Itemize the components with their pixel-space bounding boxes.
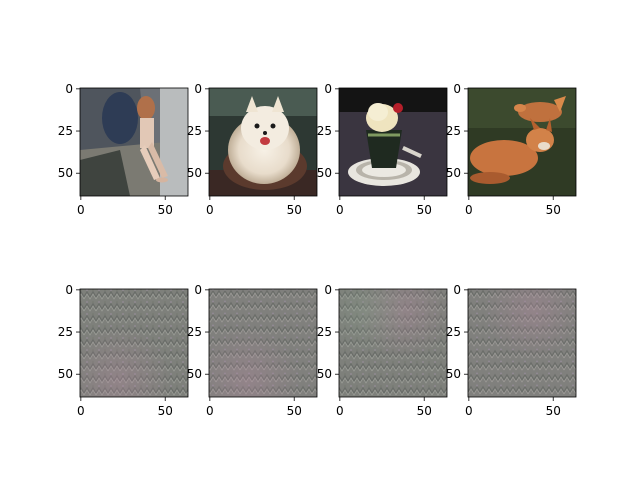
x-tick-label-6-1: 50 — [417, 404, 432, 418]
y-tick-label-2-0: 0 — [324, 82, 332, 96]
y-tick-label-3-0: 0 — [453, 82, 461, 96]
x-tick-label-3-1: 50 — [546, 203, 561, 217]
y-tick-label-4-0: 0 — [65, 283, 73, 297]
y-tick-label-1-1: 25 — [187, 124, 202, 138]
y-tick-label-7-2: 50 — [446, 367, 461, 381]
x-tick-label-1-1: 50 — [287, 203, 302, 217]
x-tick-label-2-1: 50 — [417, 203, 432, 217]
y-tick-label-0-1: 25 — [58, 124, 73, 138]
y-tick-label-3-2: 50 — [446, 166, 461, 180]
axes-frame-0 — [79, 87, 189, 197]
axes-frame-3 — [467, 87, 577, 197]
y-tick-label-0-2: 50 — [58, 166, 73, 180]
y-tick-label-5-2: 50 — [187, 367, 202, 381]
x-tick-label-4-0: 0 — [77, 404, 85, 418]
x-tick-label-3-0: 0 — [465, 203, 473, 217]
tick-layer: 0 50 0 25 50 0 50 0 25 50 0 50 0 25 50 0 50 0 25 50 0 50 0 25 50… — [58, 82, 561, 418]
y-tick-label-5-1: 25 — [187, 325, 202, 339]
image-panel-3 — [468, 88, 576, 196]
y-tick-label-3-1: 25 — [446, 124, 461, 138]
y-tick-label-0-0: 0 — [65, 82, 73, 96]
axes-frame-7 — [467, 288, 577, 398]
y-tick-label-2-1: 25 — [317, 124, 332, 138]
x-tick-label-5-0: 0 — [206, 404, 214, 418]
x-tick-label-7-0: 0 — [465, 404, 473, 418]
x-tick-label-5-1: 50 — [287, 404, 302, 418]
x-tick-label-4-1: 50 — [158, 404, 173, 418]
x-tick-label-7-1: 50 — [546, 404, 561, 418]
y-tick-label-6-2: 50 — [317, 367, 332, 381]
x-tick-label-0-0: 0 — [77, 203, 85, 217]
y-tick-label-1-2: 50 — [187, 166, 202, 180]
image-panel-4 — [80, 289, 188, 397]
image-panel-5 — [209, 289, 317, 397]
image-panel-7 — [468, 289, 576, 397]
y-tick-label-4-2: 50 — [58, 367, 73, 381]
axes-frame-2 — [338, 87, 448, 197]
y-tick-label-4-1: 25 — [58, 325, 73, 339]
y-tick-label-7-1: 25 — [446, 325, 461, 339]
image-panel-0 — [80, 88, 188, 196]
y-tick-label-2-2: 50 — [317, 166, 332, 180]
image-panel-6 — [339, 289, 447, 397]
image-panel-1 — [209, 88, 317, 196]
y-tick-label-5-0: 0 — [194, 283, 202, 297]
y-tick-label-7-0: 0 — [453, 283, 461, 297]
y-tick-label-6-0: 0 — [324, 283, 332, 297]
x-tick-label-2-0: 0 — [336, 203, 344, 217]
y-tick-label-1-0: 0 — [194, 82, 202, 96]
axes-frame-6 — [338, 288, 448, 398]
y-tick-label-6-1: 25 — [317, 325, 332, 339]
image-panel-2 — [339, 88, 447, 196]
axes-frame-4 — [79, 288, 189, 398]
axes-frame-1 — [208, 87, 318, 197]
x-tick-label-1-0: 0 — [206, 203, 214, 217]
x-tick-label-6-0: 0 — [336, 404, 344, 418]
x-tick-label-0-1: 50 — [158, 203, 173, 217]
axes-frame-5 — [208, 288, 318, 398]
